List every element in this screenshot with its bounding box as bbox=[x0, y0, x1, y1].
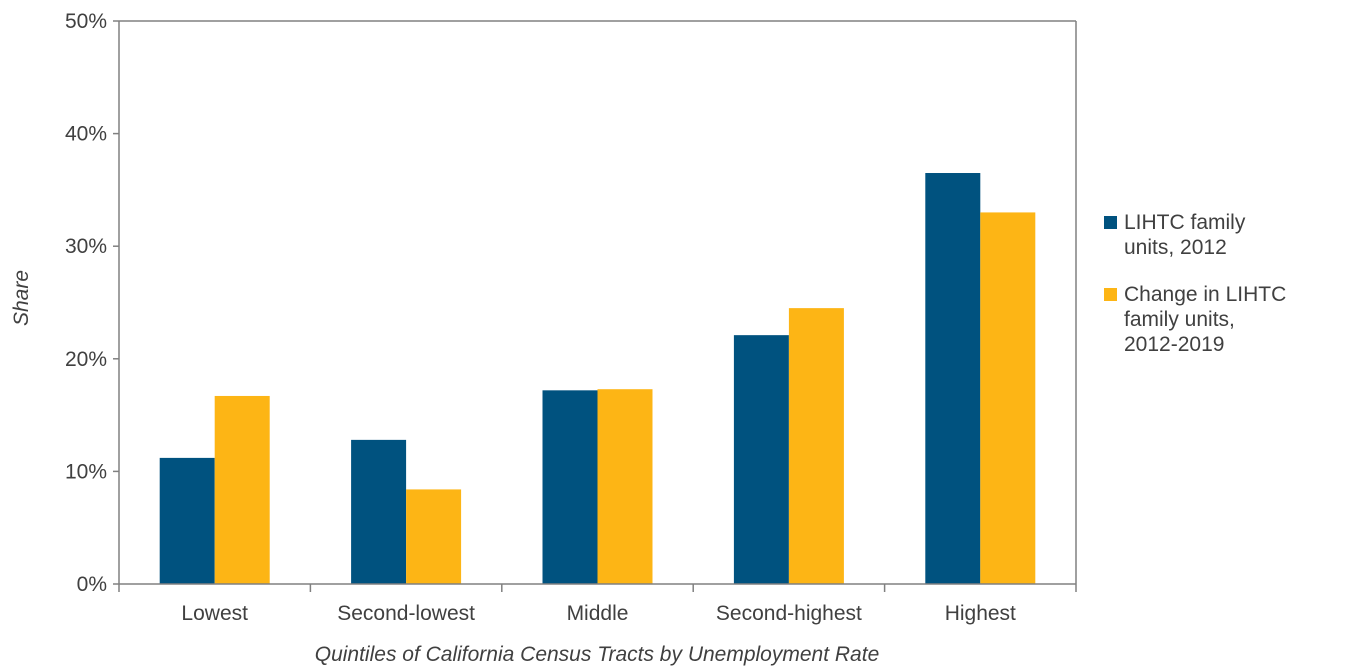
legend-label-line: units, 2012 bbox=[1124, 236, 1227, 259]
y-tick-label: 40% bbox=[65, 123, 107, 146]
legend-item: LIHTC family units, 2012 bbox=[1104, 210, 1344, 260]
bar-change-2012-2019-4 bbox=[980, 212, 1036, 585]
x-tick-label: Second-highest bbox=[716, 602, 862, 625]
legend-label-line: LIHTC family bbox=[1124, 211, 1246, 234]
bar-change-2012-2019-3 bbox=[788, 308, 844, 584]
y-tick-label: 10% bbox=[65, 460, 107, 483]
axes-layer bbox=[118, 20, 1077, 585]
bar-lihtc-2012-0 bbox=[159, 457, 215, 584]
x-tick-label: Middle bbox=[567, 602, 629, 625]
bar-lihtc-2012-3 bbox=[733, 335, 789, 584]
bar-change-2012-2019-0 bbox=[214, 395, 270, 584]
y-tick-label: 30% bbox=[65, 235, 107, 258]
bar-change-2012-2019-1 bbox=[406, 489, 462, 584]
y-axis-title: Share bbox=[10, 270, 33, 326]
y-ticks-layer: 0% 10% 20% 30% 40% 50% bbox=[65, 10, 119, 596]
x-tick-label: Lowest bbox=[181, 602, 248, 625]
y-tick-label: 50% bbox=[65, 10, 107, 33]
y-tick-label: 20% bbox=[65, 348, 107, 371]
bar-change-2012-2019-2 bbox=[597, 389, 653, 584]
bar-lihtc-2012-1 bbox=[351, 439, 407, 584]
legend: LIHTC family units, 2012 Change in LIHTC fa… bbox=[1104, 210, 1344, 379]
bar-lihtc-2012-4 bbox=[925, 173, 981, 584]
y-tick-label: 0% bbox=[77, 573, 107, 596]
bar-lihtc-2012-2 bbox=[542, 390, 598, 584]
x-axis-title: Quintiles of California Census Tracts by… bbox=[315, 643, 880, 666]
legend-label-line: Change in LIHTC bbox=[1124, 283, 1287, 306]
legend-swatch bbox=[1104, 216, 1117, 229]
legend-label-line: family units, bbox=[1124, 308, 1235, 331]
bars-layer bbox=[159, 173, 1036, 585]
x-ticks-layer: Lowest Second-lowest Middle Second-highest H… bbox=[118, 584, 1077, 625]
x-tick-label: Second-lowest bbox=[337, 602, 475, 625]
legend-label-line: 2012-2019 bbox=[1124, 333, 1225, 356]
legend-swatch bbox=[1104, 288, 1117, 301]
x-tick-label: Highest bbox=[945, 602, 1016, 625]
legend-item: Change in LIHTC family units, 2012-2019 bbox=[1104, 282, 1344, 357]
